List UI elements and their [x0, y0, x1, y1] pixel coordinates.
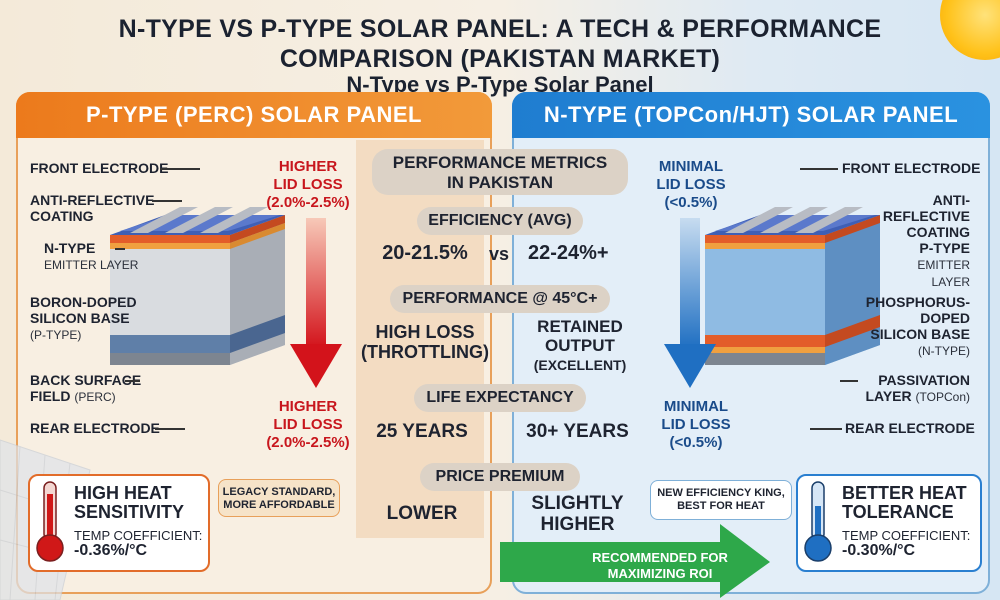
n-rear-electrode-line	[810, 428, 842, 430]
n-lid-loss-bottom: MINIMAL LID LOSS (<0.5%)	[661, 398, 731, 451]
price-premium-label: PRICE PREMIUM	[420, 463, 580, 491]
sun-decoration	[940, 0, 1000, 60]
n-price-value: SLIGHTLY HIGHER	[531, 493, 624, 535]
life-expectancy-label: LIFE EXPECTANCY	[414, 384, 586, 412]
n-heat-performance: RETAINED OUTPUT (EXCELLENT)	[533, 317, 627, 373]
n-anti-reflective-label: ANTI-REFLECTIVE COATING	[882, 192, 970, 240]
roi-recommendation: RECOMMENDED FOR MAXIMIZING ROI	[592, 550, 728, 581]
p-rear-electrode-label: REAR ELECTRODE	[30, 420, 160, 436]
n-type-cell-diagram	[705, 207, 880, 365]
n-emitter-label: P-TYPE EMITTER LAYER	[917, 240, 970, 289]
p-base-label: BORON-DOPED SILICON BASE (P-TYPE)	[30, 294, 137, 342]
p-anti-reflective-line	[152, 200, 182, 202]
p-emitter-label: N-TYPE EMITTER LAYER	[44, 240, 139, 272]
n-heat-title: BETTER HEAT TOLERANCE	[842, 483, 967, 522]
thermometer-hot-icon	[36, 481, 64, 562]
p-heat-title: HIGH HEAT SENSITIVITY	[74, 483, 185, 522]
p-emitter-line	[115, 248, 125, 250]
p-note: LEGACY STANDARD, MORE AFFORDABLE	[218, 479, 340, 517]
n-front-electrode-label: FRONT ELECTRODE	[842, 160, 981, 176]
p-temp-coefficient: TEMP COEFFICIENT: -0.36%/°C	[74, 528, 203, 559]
vs-label: vs	[488, 244, 510, 264]
p-type-cell-diagram	[110, 207, 285, 365]
performance-heat-label: PERFORMANCE @ 45°C+	[390, 285, 610, 313]
p-anti-reflective-label: ANTI-REFLECTIVE COATING	[30, 192, 155, 224]
page-title: N-TYPE VS P-TYPE SOLAR PANEL: A TECH & P…	[118, 15, 882, 73]
n-life-value: 30+ YEARS	[526, 421, 629, 442]
n-front-electrode-line	[800, 168, 838, 170]
n-note: NEW EFFICIENCY KING, BEST FOR HEAT	[650, 480, 792, 520]
roi-arrow-icon	[500, 524, 770, 598]
n-type-header: N-TYPE (TOPCon/HJT) SOLAR PANEL	[512, 92, 990, 138]
n-lid-loss-top: MINIMAL LID LOSS (<0.5%)	[656, 158, 726, 211]
n-passivation-line	[840, 380, 858, 382]
n-lid-arrow-icon	[664, 218, 716, 388]
p-type-header: P-TYPE (PERC) SOLAR PANEL	[16, 92, 492, 138]
thermometer-cool-icon	[804, 481, 832, 562]
p-bsf-label: BACK SURFACE FIELD (PERC)	[30, 372, 142, 404]
p-lid-loss-bottom: HIGHER LID LOSS (2.0%-2.5%)	[266, 398, 350, 451]
p-efficiency-value: 20-21.5%	[382, 242, 468, 264]
p-price-value: LOWER	[386, 503, 458, 524]
efficiency-label: EFFICIENCY (AVG)	[417, 207, 583, 235]
n-temp-coefficient: TEMP COEFFICIENT: -0.30%/°C	[842, 528, 971, 559]
n-base-label: PHOSPHORUS-DOPED SILICON BASE (N-TYPE)	[865, 294, 970, 358]
p-front-electrode-line	[160, 168, 200, 170]
n-efficiency-value: 22-24%+	[528, 242, 609, 264]
p-heat-performance: HIGH LOSS (THROTTLING)	[361, 322, 489, 362]
p-life-value: 25 YEARS	[376, 421, 468, 442]
p-lid-arrow-icon	[290, 218, 342, 388]
p-front-electrode-label: FRONT ELECTRODE	[30, 160, 169, 176]
p-rear-electrode-line	[155, 428, 185, 430]
n-passivation-label: PASSIVATION LAYER (TOPCon)	[865, 372, 970, 404]
p-lid-loss-top: HIGHER LID LOSS (2.0%-2.5%)	[266, 158, 350, 211]
metrics-heading: PERFORMANCE METRICS IN PAKISTAN	[372, 149, 628, 195]
n-rear-electrode-label: REAR ELECTRODE	[845, 420, 975, 436]
p-bsf-line	[125, 380, 140, 382]
